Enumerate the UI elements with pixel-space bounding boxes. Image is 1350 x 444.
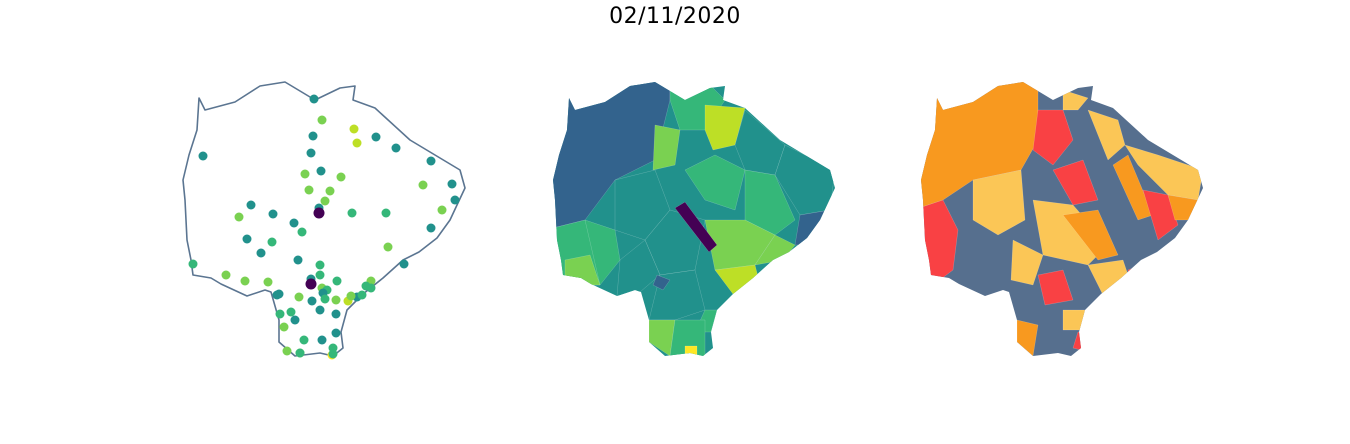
point-marker [290, 315, 300, 325]
point-marker [315, 270, 325, 280]
region [972, 169, 1026, 236]
point-marker [234, 212, 244, 222]
point-marker [256, 248, 266, 258]
region [1037, 269, 1074, 306]
point-marker [188, 259, 198, 269]
region [1062, 209, 1119, 261]
point-marker [198, 151, 208, 161]
point-marker [331, 328, 341, 338]
region [1087, 109, 1126, 161]
point-marker [399, 259, 409, 269]
point-marker [328, 349, 338, 359]
point-marker [282, 346, 292, 356]
point-marker [426, 223, 436, 233]
region [674, 201, 718, 253]
point-marker [383, 242, 393, 252]
point-marker [305, 278, 317, 290]
point-marker [246, 200, 256, 210]
region [1167, 194, 1199, 221]
point-marker [313, 207, 325, 219]
region [616, 239, 661, 297]
point-marker [325, 186, 335, 196]
point-marker [275, 309, 285, 319]
point-marker [242, 234, 252, 244]
region [1010, 239, 1044, 286]
point-marker [316, 166, 326, 176]
region [684, 345, 698, 356]
points-map [182, 81, 466, 360]
point-marker [331, 309, 341, 319]
point-marker [391, 143, 401, 153]
point-marker [299, 335, 309, 345]
point-marker [317, 335, 327, 345]
point-marker [320, 196, 330, 206]
point-marker [221, 270, 231, 280]
point-marker [272, 290, 282, 300]
point-marker [306, 148, 316, 158]
point-marker [346, 291, 356, 301]
region [794, 209, 831, 246]
figure-title: 02/11/2020 [609, 4, 741, 29]
point-marker [357, 290, 367, 300]
point-marker [450, 195, 460, 205]
region [652, 124, 681, 171]
point-marker [293, 255, 303, 265]
point-marker [240, 276, 250, 286]
point-marker [267, 237, 277, 247]
point-marker [418, 180, 428, 190]
point-marker [352, 138, 362, 148]
point-marker [336, 172, 346, 182]
point-marker [317, 115, 327, 125]
point-markers [188, 94, 460, 360]
region [1032, 109, 1074, 166]
point-marker [286, 307, 296, 317]
point-marker [297, 227, 307, 237]
region [1062, 309, 1086, 331]
point-marker [349, 124, 359, 134]
point-marker [331, 295, 341, 305]
point-marker [300, 169, 310, 179]
point-marker [426, 156, 436, 166]
point-marker [263, 277, 273, 287]
point-marker [371, 132, 381, 142]
region [684, 154, 746, 211]
category-regions [921, 82, 1203, 356]
point-marker [366, 283, 376, 293]
point-marker [295, 348, 305, 358]
point-marker [332, 276, 342, 286]
point-marker [279, 322, 289, 332]
region [744, 169, 796, 236]
region [1052, 159, 1099, 206]
point-marker [315, 260, 325, 270]
point-marker [308, 131, 318, 141]
region [1142, 189, 1179, 241]
point-marker [289, 218, 299, 228]
region [1062, 89, 1089, 111]
point-marker [347, 208, 357, 218]
point-marker [315, 305, 325, 315]
state-outline [182, 81, 466, 357]
point-marker [320, 294, 330, 304]
viridis-choropleth-map [553, 82, 835, 356]
point-marker [381, 208, 391, 218]
point-marker [307, 296, 317, 306]
region [553, 82, 671, 231]
point-marker [447, 179, 457, 189]
point-marker [268, 209, 278, 219]
municipality-regions [553, 82, 835, 356]
category-choropleth-map [921, 82, 1203, 356]
point-marker [309, 94, 319, 104]
region [1016, 319, 1039, 356]
point-marker [304, 185, 314, 195]
region [652, 274, 671, 291]
region [704, 104, 746, 151]
region [648, 319, 676, 356]
point-marker [437, 205, 447, 215]
point-marker [294, 292, 304, 302]
